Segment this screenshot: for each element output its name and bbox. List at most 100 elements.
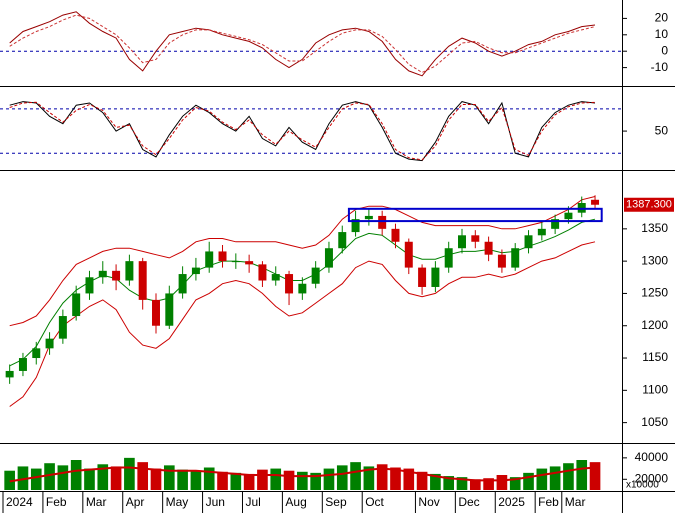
resistance-zone (347, 207, 603, 223)
candle-body (271, 274, 280, 281)
volume-bar (403, 468, 415, 490)
volume-bar (363, 466, 375, 490)
candle-body (218, 251, 227, 262)
volume-bar (350, 462, 361, 490)
candle-body (564, 212, 573, 220)
candle-body (138, 261, 147, 300)
volume-bar (469, 479, 481, 490)
candle-body (391, 228, 400, 242)
last-price-box (624, 197, 674, 212)
candle-body (205, 251, 214, 268)
y-tick-label: 1050 (641, 415, 668, 429)
candle-body (537, 228, 546, 236)
candle-body (112, 270, 121, 281)
y-tick-label: 1100 (642, 382, 668, 396)
y-tick-label: 10 (655, 27, 669, 41)
volume-bar (297, 471, 308, 490)
volume-bar (509, 477, 521, 490)
candle-body (458, 235, 466, 249)
volume-bar (576, 460, 588, 490)
candle-body (5, 370, 14, 378)
x-tick-label: 2024 (6, 495, 33, 509)
candle-body (125, 261, 134, 281)
candle-body (591, 199, 600, 205)
y-tick-label: 1300 (641, 253, 668, 267)
series-line (9, 101, 596, 161)
volume-bar (17, 466, 29, 490)
x-tick-label: Jul (245, 495, 260, 509)
unit-label: x10000 (626, 480, 659, 491)
volume-bar (217, 471, 228, 490)
x-tick-label: 2025 (498, 495, 525, 509)
volume-bar (416, 471, 428, 490)
y-tick-label: 20 (655, 11, 669, 25)
volume-bar (270, 468, 282, 490)
volume-bar (376, 464, 388, 490)
candle-body (178, 274, 187, 294)
x-tick-label: Oct (365, 495, 384, 509)
candle-body (245, 261, 254, 265)
series-line (9, 11, 596, 77)
y-tick-label: 20000 (635, 471, 669, 485)
x-tick-label: Mar (86, 495, 107, 509)
volume-bar (190, 470, 202, 490)
candle-body (152, 299, 160, 326)
y-tick-label: 1150 (642, 350, 668, 364)
volume-bar (257, 469, 268, 490)
volume-bar (97, 464, 109, 490)
candle-body (351, 219, 360, 233)
x-tick-label: Aug (285, 495, 306, 509)
candle-body (324, 248, 333, 268)
volume-bar (70, 460, 82, 490)
candle-body (58, 316, 67, 339)
volume-bar (483, 478, 494, 490)
x-tick-label: May (166, 495, 189, 509)
x-tick-label: Sep (325, 495, 347, 509)
volume-bar (283, 470, 295, 490)
volume-bar (110, 466, 122, 490)
candle-body (45, 338, 54, 349)
x-tick-label: Nov (418, 495, 439, 509)
candle-body (551, 219, 560, 229)
series-line (9, 241, 596, 407)
series-line (9, 14, 596, 74)
volume-bar (163, 465, 175, 490)
candle-body (431, 267, 440, 287)
y-tick-label: -10 (651, 60, 669, 74)
candle-body (85, 277, 94, 294)
y-tick-label: 1250 (641, 286, 668, 300)
x-tick-label: Apr (126, 495, 145, 509)
x-tick-label: Feb (46, 495, 67, 509)
volume-bar (336, 465, 348, 490)
volume-bar (177, 469, 188, 490)
x-tick-label: Dec (458, 495, 479, 509)
volume-bar (310, 472, 321, 490)
volume-bar (243, 473, 255, 490)
volume-bar (390, 467, 401, 490)
volume-bar (536, 468, 548, 490)
volume-bar (323, 468, 335, 490)
volume-bar (30, 468, 42, 490)
candle-body (258, 264, 267, 281)
volume-bar (443, 476, 455, 490)
volume-bar (456, 477, 468, 490)
candle-body (298, 283, 307, 294)
volume-bar (563, 463, 574, 490)
volume-bar (230, 472, 242, 490)
volume-bar (523, 472, 534, 490)
candle-body (338, 232, 347, 249)
y-tick-label: 1200 (641, 318, 668, 332)
candle-body (364, 215, 373, 220)
candle-body (18, 358, 27, 371)
candle-body (497, 254, 506, 268)
y-tick-label: 1350 (641, 221, 668, 235)
volume-bar (124, 457, 135, 490)
volume-bar (137, 462, 149, 490)
last-price-label: 1387.300 (626, 199, 672, 211)
candle-body (471, 235, 480, 242)
candle-body (231, 261, 240, 263)
volume-bar (44, 463, 55, 490)
candle-body (165, 293, 174, 326)
candle-body (404, 241, 413, 268)
